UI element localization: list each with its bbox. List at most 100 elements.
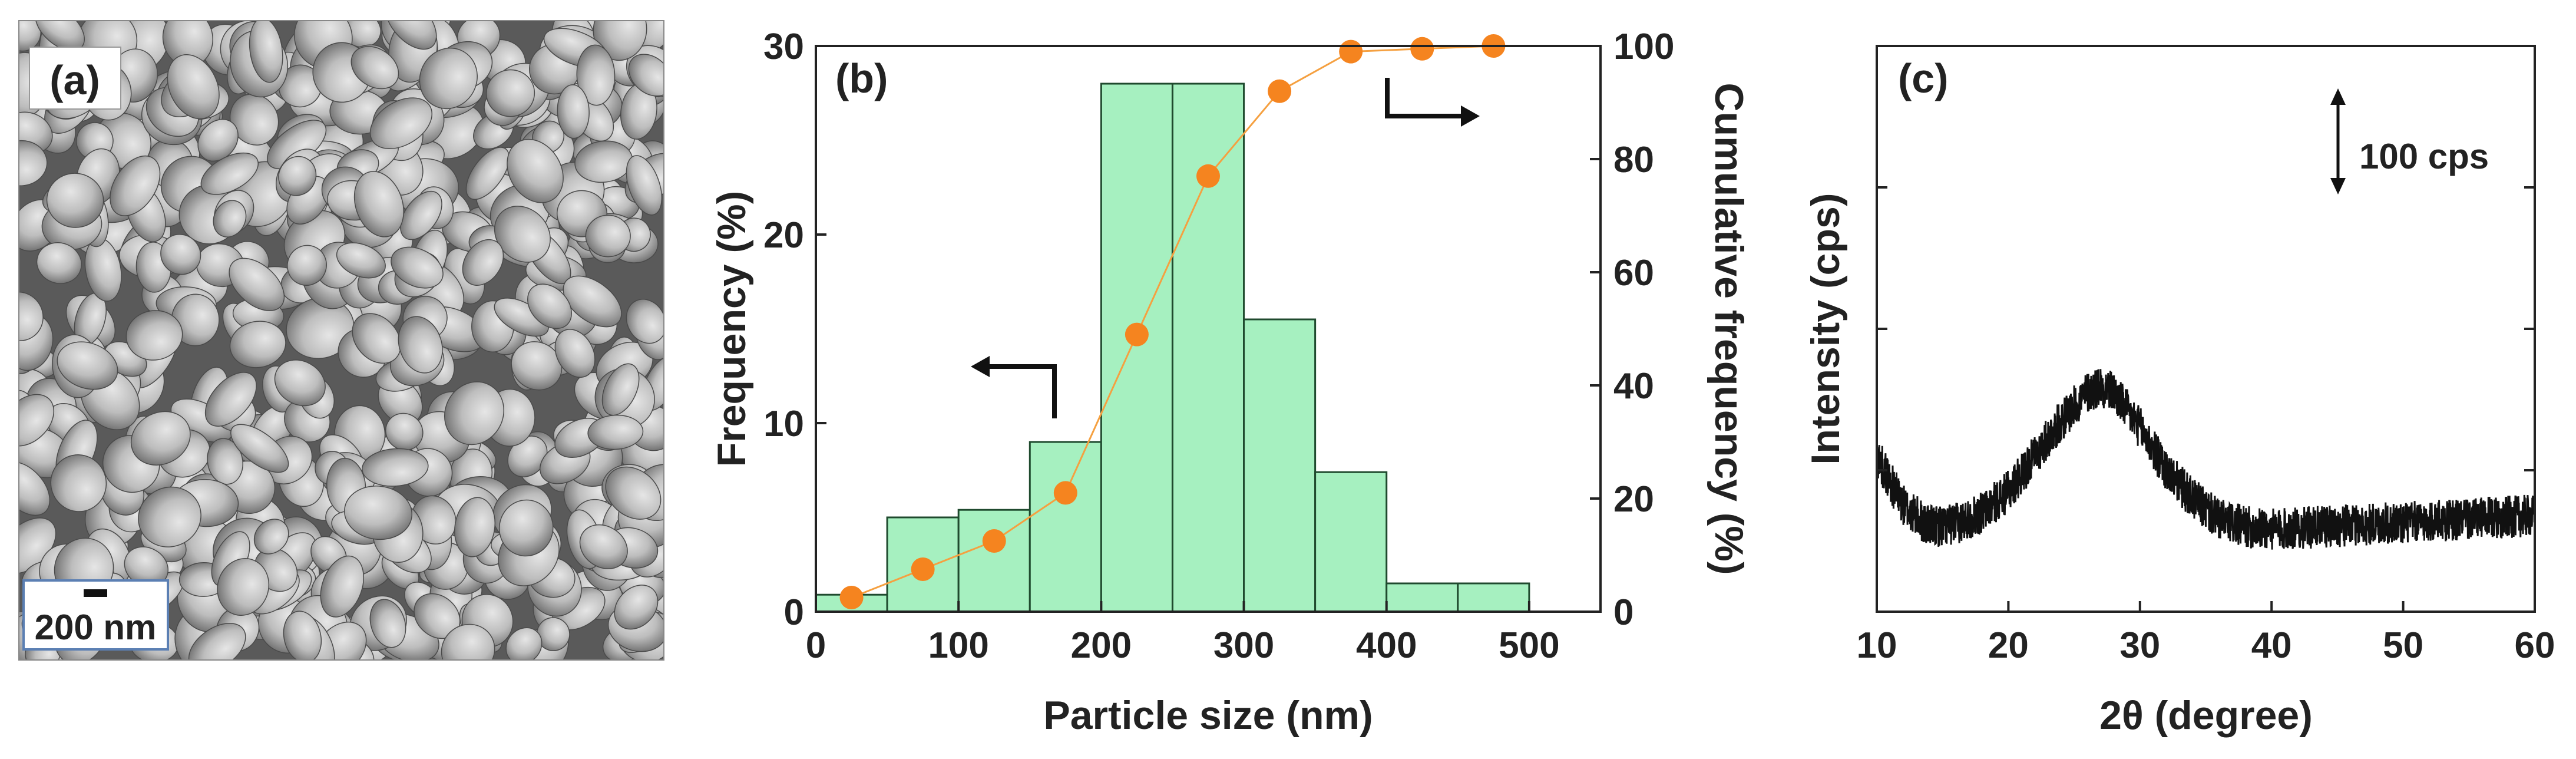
sem-grain [344,486,412,540]
y-tick-label: 10 [763,404,804,444]
sem-grain [19,394,55,447]
sem-grain [287,245,327,286]
x-tick-label: 50 [2383,625,2423,666]
plot-frame-b [815,45,1602,613]
cumulative-point [1053,481,1077,505]
x-axis-label-b: Particle size (nm) [1043,693,1373,738]
y2-tick-label: 40 [1613,366,1654,407]
sem-grain [454,497,495,557]
y2-axis-label-b: Cumulative frequency (%) [1707,82,1751,575]
sem-grain [207,438,243,485]
arrow-left-icon [971,356,990,377]
sem-grain [585,214,631,258]
sem-grain [46,173,104,228]
sem-grain [601,363,640,416]
histogram-bar [1385,582,1459,613]
y-tick-label: 30 [763,27,804,67]
x-axis-ticks-b: 0 100 200 300 400 500 [806,601,1560,666]
y-tick-label: 20 [763,215,804,256]
x-axis-ticks-c: 10 20 30 40 50 60 [1857,601,2555,666]
sem-grain [391,246,444,289]
sem-grain [511,341,563,391]
x-tick-label: 100 [928,625,988,666]
sem-grain [197,118,239,162]
y2-tick-label: 0 [1613,592,1633,633]
x-tick-label: 10 [1857,625,1897,666]
x-tick-label: 500 [1499,625,1559,666]
sem-grain [353,171,404,237]
y2-axis-ticks-b: 0 20 40 60 80 100 [1590,27,1674,633]
y-axis-label-c: Intensity (cps) [1803,193,1848,465]
panel-a-label-box: (a) [29,47,121,110]
x-tick-label: 30 [2119,625,2160,666]
cumulative-point [1410,37,1434,61]
sem-grain [362,448,429,487]
sem-grain [57,341,118,390]
sem-grain [249,21,283,83]
sem-grain [507,138,564,203]
sem-grain [485,69,535,117]
histogram-bar [1243,318,1317,613]
sem-grain [36,242,82,284]
sem-grain [283,610,322,660]
sem-grain [563,275,622,328]
sem-grain [614,585,659,630]
cumulative-points [839,34,1506,609]
sem-grain [19,461,51,516]
xrd-trace [1876,369,2536,550]
y-axis-label-b: Frequency (%) [709,191,754,467]
y2-tick-label: 20 [1613,479,1654,520]
x-axis-label-c: 2θ (degree) [2099,693,2313,738]
sem-grain [441,623,495,660]
sem-grain [369,97,433,150]
cumulative-point [911,557,935,581]
sem-grain [213,200,247,237]
sem-grain [130,411,191,466]
sem-grain [204,372,257,427]
sem-grain [50,454,107,512]
sem-grain [419,47,478,110]
sem-grain [230,424,289,473]
sem-grain [494,206,551,263]
sem-grain [110,155,161,216]
sem-grain [125,310,183,361]
sem-grain [554,329,596,378]
sem-grain [628,54,664,97]
sem-grain [167,54,220,120]
sem-grain [576,44,616,106]
scale-bar [84,589,107,597]
sem-grain [369,599,406,648]
y2-tick-label: 100 [1613,27,1674,67]
histogram-bar [1100,82,1173,613]
histogram-bar [1029,441,1102,613]
y-axis-ticks-b: 0 10 20 30 [763,27,826,633]
histogram-bar [1314,471,1388,613]
histogram-bar [1171,82,1245,613]
panel-b-label: (b) [835,55,888,101]
x-tick-label: 60 [2515,625,2555,666]
sem-grain [138,486,201,547]
sem-grain [626,299,664,344]
histogram-bar [1457,582,1530,613]
panel-c-label: (c) [1898,55,1949,101]
sem-grain [229,321,286,368]
arrow-up-icon [2330,88,2346,105]
sem-grain [557,84,590,139]
sem-grain [350,46,399,90]
cumulative-point [1125,322,1149,346]
sem-grain [278,156,317,196]
y2-tick-label: 60 [1613,253,1654,293]
y-tick-label: 0 [784,592,804,633]
x-tick-label: 300 [1213,625,1274,666]
sem-grain [385,412,424,451]
cumulative-point [839,586,864,609]
sem-grain [336,242,386,279]
cumulative-point [1339,39,1363,64]
sem-grain [229,258,285,311]
sem-grain [385,21,437,50]
sem-grain [579,524,628,569]
scale-bar-box: 200 nm [22,579,169,651]
panel-a-label: (a) [49,57,100,103]
cumulative-point [982,529,1006,553]
